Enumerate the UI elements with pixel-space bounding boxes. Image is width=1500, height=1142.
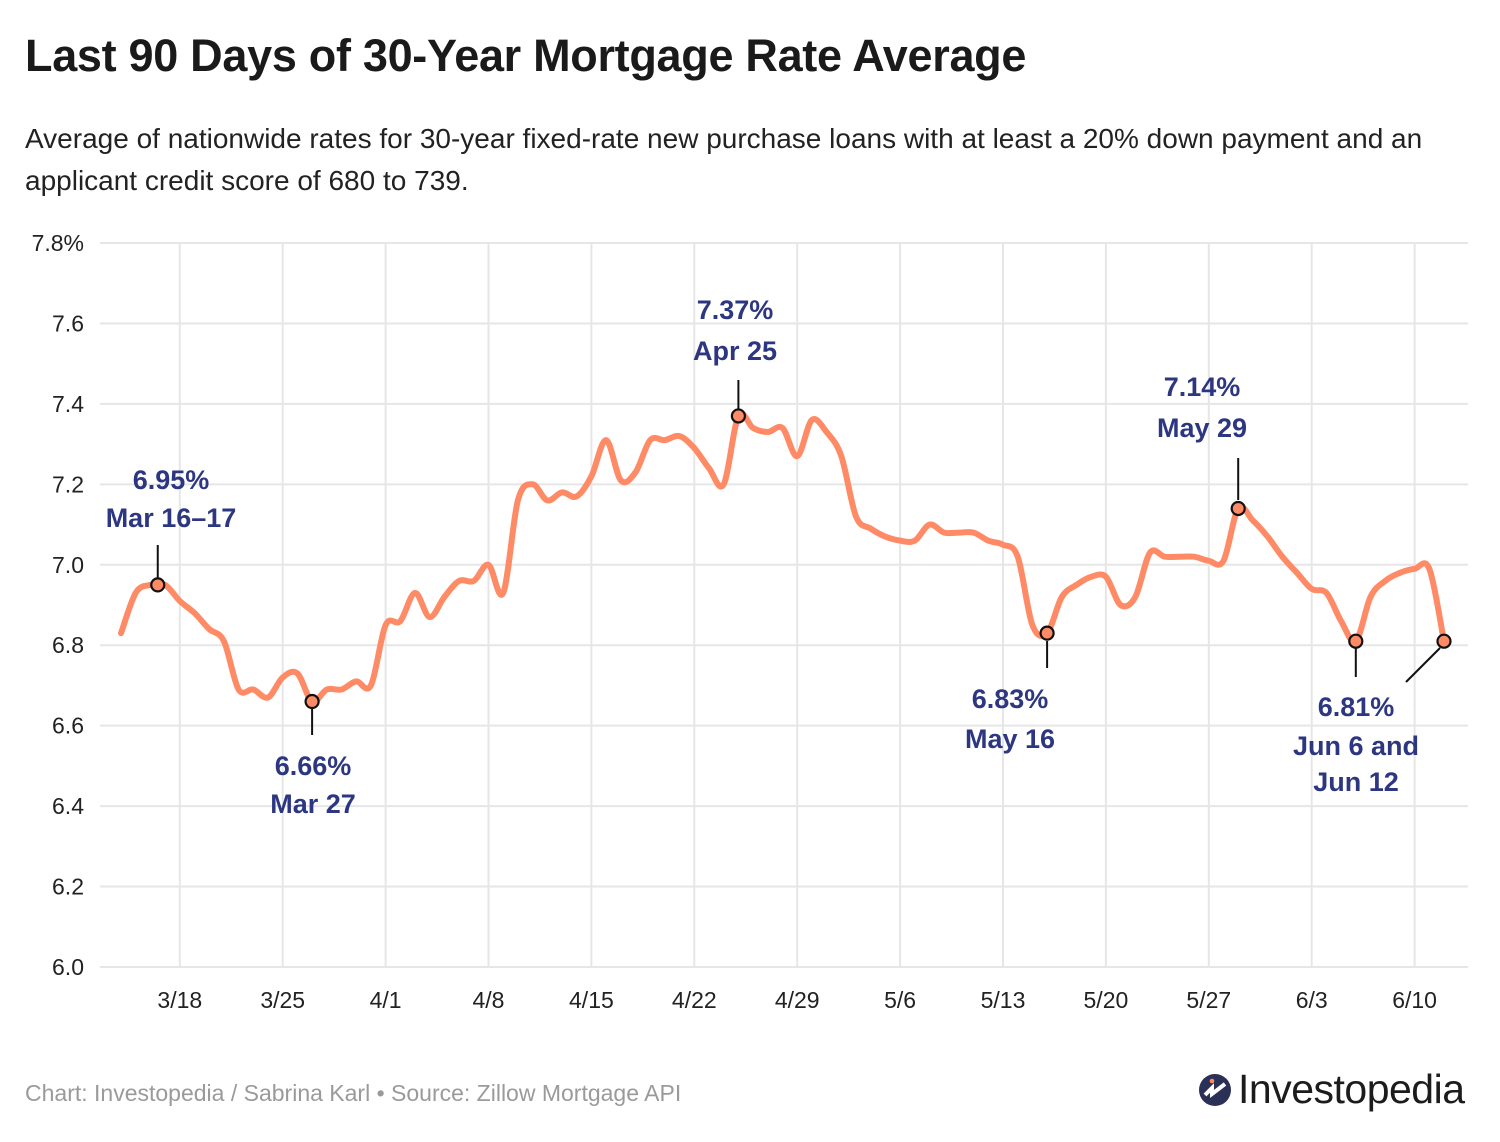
rate-line: [118, 410, 1447, 705]
annotation-marker: [730, 408, 747, 424]
x-tick-label: 5/27: [1186, 987, 1231, 1013]
y-tick-label: 7.2: [52, 471, 84, 497]
annotation-marker: [304, 693, 320, 710]
logo-text: Investopedia: [1238, 1066, 1465, 1112]
grid: [100, 242, 1468, 968]
annotation-label: Apr 25: [693, 336, 777, 366]
x-tick-label: 6/10: [1392, 987, 1437, 1013]
y-tick-label: 7.0: [52, 552, 84, 578]
x-tick-label: 5/20: [1084, 987, 1129, 1013]
annotation-label: May 29: [1157, 413, 1247, 443]
y-tick-label: 7.6: [52, 310, 84, 336]
annotation-label: 6.95%: [133, 465, 210, 495]
y-tick-label: 7.4: [52, 391, 84, 417]
x-tick-label: 3/25: [260, 987, 305, 1013]
y-tick-label: 7.8%: [32, 230, 84, 256]
annotation-label: Jun 6 and: [1293, 731, 1419, 761]
chart-title: Last 90 Days of 30-Year Mortgage Rate Av…: [25, 30, 1027, 81]
x-tick-label: 5/6: [884, 987, 916, 1013]
x-axis: 3/18 3/25 4/1 4/8 4/15 4/22 4/29 5/6 5/13 5/20 5/2…: [157, 987, 1437, 1013]
y-axis: 7.8% 7.6 7.4 7.2 7.0 6.8 6.6 6.4 6.2 6.0: [32, 230, 85, 980]
annotation-label: Mar 16–17: [106, 503, 237, 533]
x-tick-label: 4/8: [473, 987, 505, 1013]
source-credit: Chart: Investopedia / Sabrina Karl • Sou…: [25, 1080, 682, 1106]
x-tick-label: 4/22: [672, 987, 717, 1013]
investopedia-logo: Investopedia: [1198, 1066, 1465, 1113]
annotation-label: 6.83%: [972, 684, 1049, 714]
annotation-leader: [1405, 647, 1441, 683]
y-tick-label: 6.2: [52, 874, 84, 900]
annotation-label: May 16: [965, 724, 1055, 754]
annotation-label: Jun 12: [1313, 767, 1399, 797]
x-tick-label: 3/18: [157, 987, 202, 1013]
x-tick-label: 4/15: [569, 987, 614, 1013]
investopedia-logo-icon: [1199, 1073, 1231, 1106]
annotation-label: 7.37%: [697, 295, 774, 325]
y-tick-label: 6.4: [52, 793, 84, 819]
annotation-label: Mar 27: [270, 789, 356, 819]
series: [118, 410, 1447, 705]
annotation-label: 6.81%: [1318, 692, 1395, 722]
annotations: 6.95% Mar 16–17 6.66% Mar 27 7.37% Apr 25 6.83…: [106, 295, 1452, 819]
annotation-label: 6.66%: [275, 751, 352, 781]
x-tick-label: 5/13: [981, 987, 1026, 1013]
y-tick-label: 6.8: [52, 632, 84, 658]
annotation-marker: [1436, 633, 1452, 649]
annotation-label: 7.14%: [1164, 372, 1241, 402]
x-tick-label: 4/29: [775, 987, 820, 1013]
annotation-marker: [1348, 633, 1364, 649]
x-tick-label: 6/3: [1296, 987, 1328, 1013]
y-tick-label: 6.0: [52, 954, 84, 980]
annotation-marker: [1039, 625, 1055, 641]
annotation-marker: [150, 577, 166, 593]
chart-subtitle: Average of nationwide rates for 30-year …: [25, 123, 1423, 196]
annotation-marker: [1230, 500, 1246, 517]
x-tick-label: 4/1: [370, 987, 402, 1013]
y-tick-label: 6.6: [52, 713, 84, 739]
